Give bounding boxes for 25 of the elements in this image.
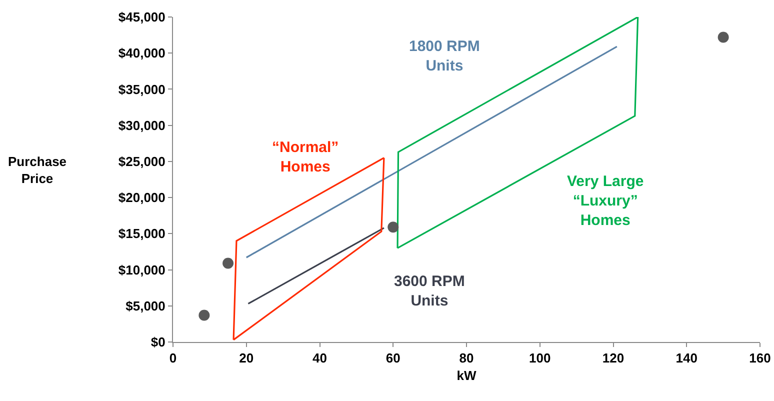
y-tick-label: $5,000 — [126, 298, 166, 314]
annotation: 3600 RPM Units — [394, 273, 465, 310]
y-tick-label: $15,000 — [118, 226, 166, 242]
x-tick-label: 120 — [602, 350, 624, 366]
y-tick-label: $25,000 — [118, 154, 166, 169]
annotation: Very Large “Luxury” Homes — [567, 173, 644, 229]
annotation: “Normal” Homes — [272, 139, 339, 176]
x-tick-label: 0 — [169, 350, 177, 366]
y-tick-label: $35,000 — [118, 82, 166, 97]
y-tick-label: $0 — [150, 334, 166, 350]
y-tick-label: $40,000 — [118, 46, 166, 61]
annotation: 1800 RPM Units — [409, 38, 480, 74]
x-tick-label: 100 — [529, 350, 551, 366]
y-tick-label: $20,000 — [118, 190, 166, 206]
y-tick-label: $10,000 — [118, 262, 166, 278]
x-tick-label: 160 — [749, 350, 771, 366]
x-tick-label: 40 — [312, 350, 327, 366]
x-tick-label: 80 — [459, 350, 474, 366]
y-tick-label: $30,000 — [118, 118, 166, 133]
x-tick-label: 60 — [386, 350, 400, 366]
x-axis-title: kW — [456, 368, 477, 384]
x-tick-label: 20 — [239, 350, 254, 366]
y-axis-title: Purchase Price — [8, 154, 67, 186]
x-tick-label: 140 — [676, 350, 698, 366]
y-tick-label: $45,000 — [118, 10, 166, 25]
